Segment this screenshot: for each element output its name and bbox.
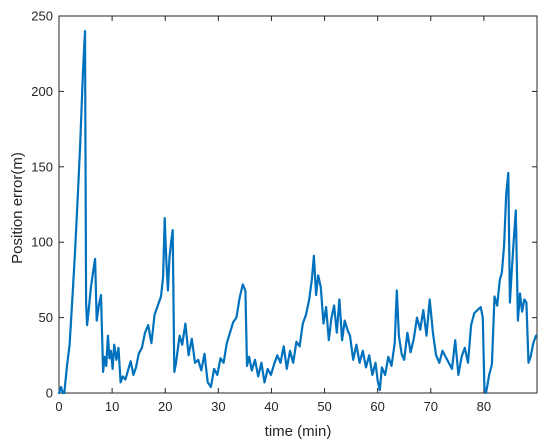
x-tick-label: 0 [55,399,62,414]
y-tick-label: 200 [31,84,53,99]
axes [58,15,538,394]
plot-frame [58,15,538,394]
y-tick-label: 0 [46,386,53,401]
x-tick-label: 40 [264,399,278,414]
y-tick-label: 250 [31,9,53,24]
tick-group: 0 10 20 30 40 50 60 70 80 0 50 100 150 200 250 [31,9,537,414]
x-tick-label: 60 [370,399,384,414]
series-line-0 [57,30,538,395]
x-tick-label: 30 [211,399,225,414]
y-tick-label: 150 [31,159,53,174]
x-tick-label: 50 [317,399,331,414]
y-axis-label: Position error(m) [9,152,26,264]
series-group [57,30,538,395]
x-tick-label: 20 [158,399,172,414]
x-tick-label: 10 [105,399,119,414]
x-axis-label: time (min) [265,423,332,440]
x-tick-label: 80 [477,399,491,414]
y-tick-label: 100 [31,235,53,250]
y-tick-label: 50 [39,310,53,325]
x-tick-label: 70 [424,399,438,414]
